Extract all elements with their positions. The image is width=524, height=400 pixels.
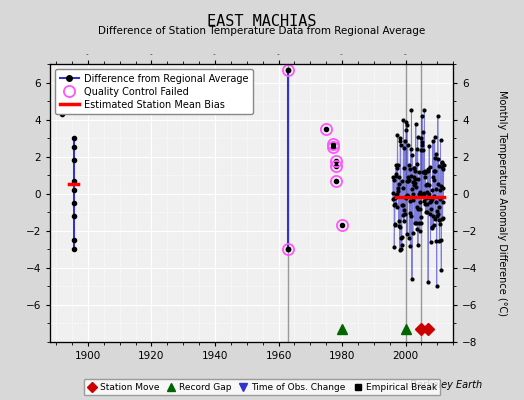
Legend: Station Move, Record Gap, Time of Obs. Change, Empirical Break: Station Move, Record Gap, Time of Obs. C… [83, 379, 441, 396]
Y-axis label: Monthly Temperature Anomaly Difference (°C): Monthly Temperature Anomaly Difference (… [497, 90, 507, 316]
Text: Berkeley Earth: Berkeley Earth [410, 380, 482, 390]
Legend: Difference from Regional Average, Quality Control Failed, Estimated Station Mean: Difference from Regional Average, Qualit… [54, 69, 253, 114]
Text: Difference of Station Temperature Data from Regional Average: Difference of Station Temperature Data f… [99, 26, 425, 36]
Text: EAST MACHIAS: EAST MACHIAS [208, 14, 316, 29]
